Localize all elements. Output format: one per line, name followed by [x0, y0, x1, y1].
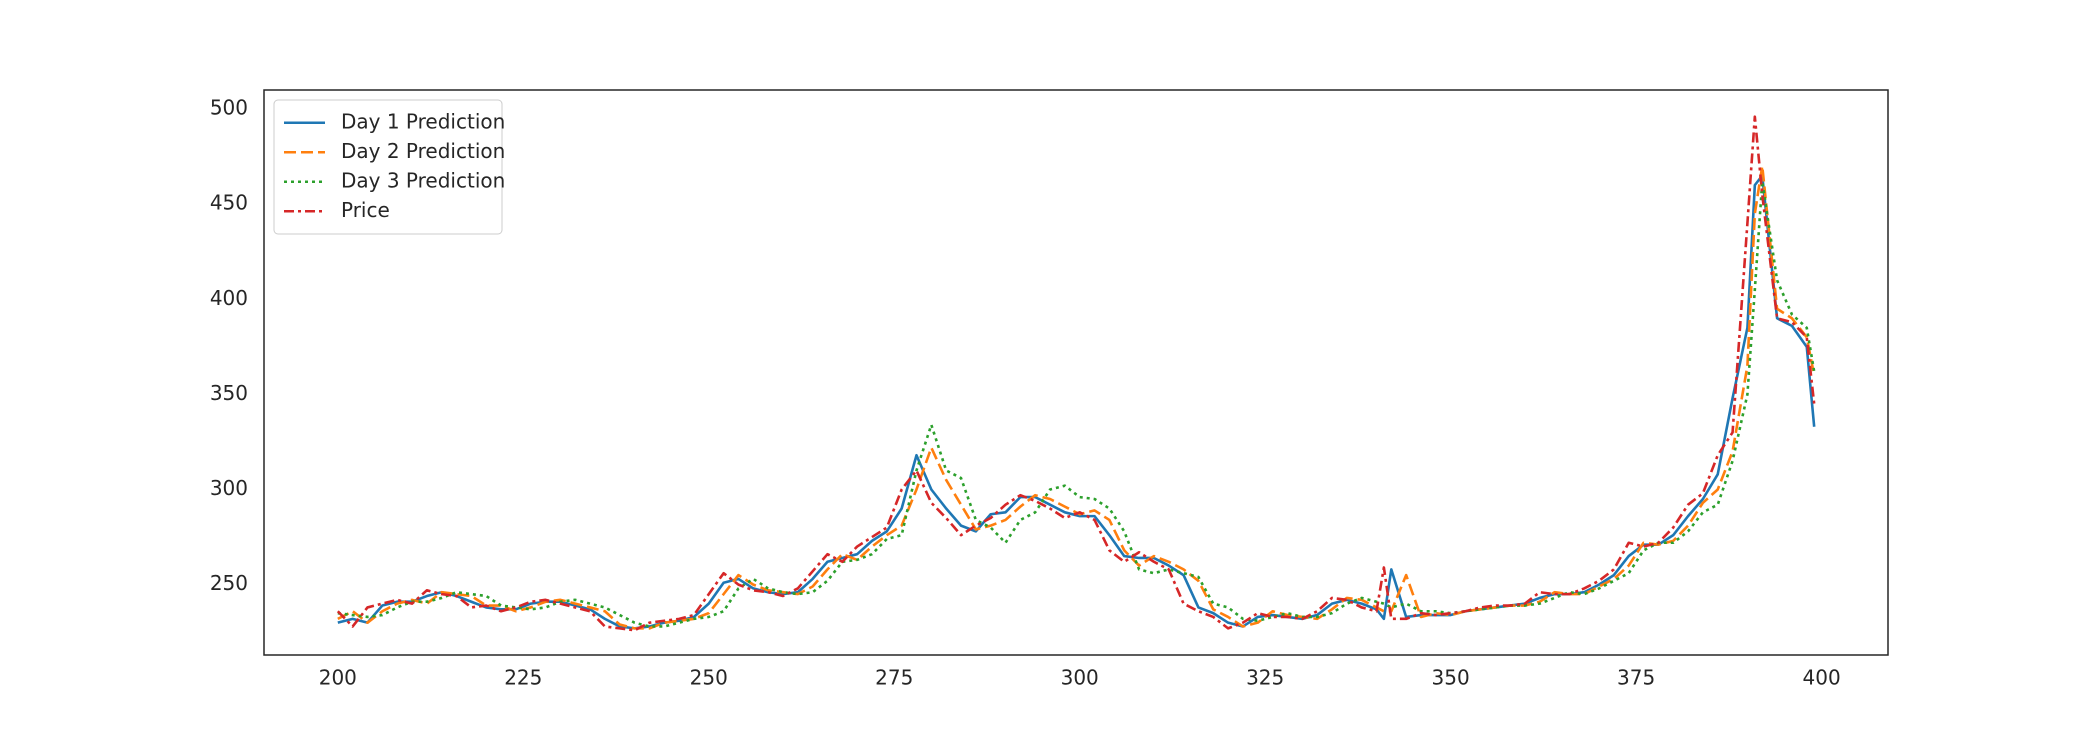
y-tick-label: 350: [210, 381, 248, 405]
legend-label: Day 2 Prediction: [341, 139, 505, 163]
legend-label: Day 1 Prediction: [341, 109, 505, 133]
x-tick-label: 250: [690, 666, 728, 690]
x-tick-label: 325: [1246, 666, 1284, 690]
x-tick-label: 400: [1803, 666, 1841, 690]
y-tick-label: 450: [210, 191, 248, 215]
series-line: [337, 174, 1816, 630]
series-line: [337, 164, 1816, 630]
x-tick-label: 300: [1061, 666, 1099, 690]
x-tick-label: 225: [504, 666, 542, 690]
y-tick-label: 250: [210, 571, 248, 595]
legend: Day 1 Prediction Day 2 Prediction Day 3 Pr…: [273, 99, 505, 235]
series-line: [337, 180, 1816, 628]
x-tick-label: 200: [319, 666, 357, 690]
legend-label: Day 3 Prediction: [341, 168, 505, 192]
x-tick-label: 275: [875, 666, 913, 690]
legend-label: Price: [341, 198, 390, 222]
x-tick-label: 350: [1432, 666, 1470, 690]
x-tick-label: 375: [1617, 666, 1655, 690]
legend-box: [273, 99, 503, 235]
y-tick-label: 300: [210, 476, 248, 500]
y-tick-label: 500: [210, 96, 248, 120]
y-tick-label: 400: [210, 286, 248, 310]
plot-frame: [263, 89, 1889, 656]
series-line: [336, 115, 1816, 632]
